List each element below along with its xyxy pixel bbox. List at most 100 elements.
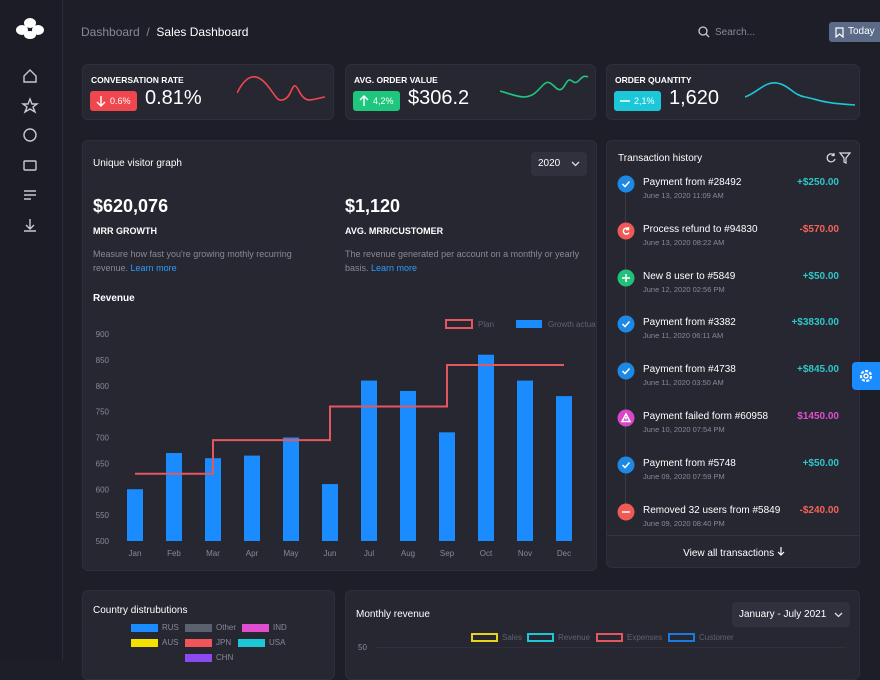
metric-value: $1,120: [345, 196, 401, 216]
x-tick-label: Nov: [518, 549, 532, 558]
view-all-link[interactable]: View all transactions: [607, 546, 859, 559]
panel-title: Transaction history: [618, 153, 703, 164]
bar: [127, 489, 143, 541]
grid-line: [376, 647, 846, 648]
year-select[interactable]: 2020: [531, 152, 587, 176]
y-tick-label: 800: [96, 382, 110, 391]
arrow-down: [777, 547, 785, 556]
kpi-badge: 2,1%: [614, 91, 661, 111]
transaction-date: June 11, 2020 06:11 AM: [643, 331, 724, 341]
kpi-value: $306.2: [408, 87, 470, 109]
transaction-amount: +$50.00: [802, 270, 839, 282]
bar: [283, 437, 299, 541]
status-icon: [617, 456, 635, 474]
learn-more-link[interactable]: Learn more: [371, 263, 418, 273]
sparkline-path: [237, 76, 326, 101]
home-icon[interactable]: [23, 69, 37, 83]
transaction-date: June 11, 2020 03:50 AM: [643, 378, 724, 388]
transaction-amount: -$570.00: [799, 223, 839, 235]
panel-title: Monthly revenue: [356, 609, 430, 620]
revenue-chart: 500 550 600 650 700 750 800 850 900 Jan Feb Mar Apr M…: [96, 319, 597, 558]
y-tick-label: 600: [96, 485, 110, 494]
transactions-panel: Transaction history View all transaction…: [606, 140, 860, 568]
x-tick-label: Mar: [206, 549, 220, 558]
kpi-card: ORDER QUANTITY 2,1% 1,620: [606, 64, 860, 120]
chevron: [571, 161, 580, 167]
y-tick-label: 650: [96, 459, 110, 468]
x-tick-label: Feb: [167, 549, 181, 558]
status-icon: [617, 503, 635, 521]
transaction-title: Payment failed form #60958: [643, 411, 769, 422]
timeline: [625, 191, 626, 511]
metric-description: The revenue generated per account on a m…: [345, 247, 581, 275]
x-tick-label: Jul: [364, 549, 374, 558]
status-glyph: [621, 321, 631, 328]
settings-tab[interactable]: [852, 362, 880, 390]
logo: [16, 18, 44, 39]
kpi-badge: 0.6%: [90, 91, 137, 111]
transaction-date: June 12, 2020 02:56 PM: [643, 284, 725, 294]
status-circle: [617, 362, 635, 380]
legend-swatch: [185, 624, 212, 632]
plan-line: [135, 364, 564, 475]
trend-icon: [620, 100, 630, 102]
legend-swatch: [131, 624, 158, 632]
transaction-title: Payment from #4738: [643, 364, 736, 376]
sparkline: [237, 76, 326, 101]
range-select[interactable]: January - July 2021: [732, 602, 850, 627]
divider: [607, 535, 859, 536]
x-tick-label: Jan: [129, 549, 142, 558]
transaction-amount: +$845.00: [797, 364, 839, 376]
bar: [322, 484, 338, 541]
today-button[interactable]: Today: [829, 22, 880, 42]
kpi-title: ORDER QUANTITY: [615, 75, 692, 85]
status-circle: [617, 315, 635, 333]
status-circle: [617, 222, 635, 240]
transaction-title: Payment from #5748: [643, 457, 736, 469]
trend-arrow: [359, 95, 369, 106]
status-glyph: [621, 461, 631, 469]
legend-swatch: [516, 320, 543, 328]
legend-label: AUS: [162, 638, 179, 647]
separator: /: [139, 25, 157, 39]
legend-label: Growth actual: [548, 320, 597, 329]
status-icon: [617, 222, 635, 240]
legend-label: USA: [269, 638, 286, 647]
select-value: January - July 2021: [739, 609, 827, 620]
transaction-date: June 13, 2020 11:09 AM: [643, 191, 724, 200]
filter-icon[interactable]: [838, 152, 852, 164]
y-tick-label: 750: [96, 408, 110, 417]
transaction-title: Removed 32 users from #5849: [643, 504, 781, 516]
status-circle: [617, 456, 635, 474]
star-icon[interactable]: [20, 97, 40, 114]
status-glyph: [621, 368, 631, 375]
transaction-amount: +$3830.00: [791, 317, 839, 329]
x-tick-label: Aug: [401, 549, 415, 558]
kpi-value: 0.81%: [145, 87, 202, 109]
refresh-icon[interactable]: [826, 153, 836, 163]
visitor-panel: Unique visitor graph 2020 Revenue 500 550…: [82, 140, 597, 571]
legend-swatch: [471, 633, 498, 642]
metric-value: $620,076: [93, 196, 169, 216]
y-tick-label: 900: [96, 330, 110, 339]
legend-swatch: [238, 639, 265, 647]
breadcrumb-link[interactable]: Dashboard: [81, 25, 140, 39]
list-icon[interactable]: [24, 190, 36, 200]
briefcase-icon[interactable]: [23, 160, 37, 171]
search-input[interactable]: Search...: [715, 27, 756, 38]
compass-icon[interactable]: [23, 128, 37, 142]
legend-swatch: [527, 633, 554, 642]
sparkline-path: [500, 75, 589, 98]
legend-label: Other: [216, 623, 237, 632]
panel-title: Unique visitor graph: [93, 158, 182, 169]
breadcrumb: Dashboard / Sales Dashboard: [81, 25, 248, 39]
download-icon[interactable]: [24, 219, 36, 232]
transaction-date: June 13, 2020 08:22 AM: [643, 237, 725, 247]
learn-more-link[interactable]: Learn more: [130, 263, 177, 273]
transaction-title: Payment from #28492: [643, 177, 742, 188]
x-tick-label: Apr: [246, 549, 259, 558]
metric-description: Measure how fast you're growing mothly r…: [93, 247, 329, 275]
chart-title: Revenue: [93, 293, 135, 304]
legend-swatch: [596, 633, 623, 642]
trend-icon: [96, 96, 106, 107]
